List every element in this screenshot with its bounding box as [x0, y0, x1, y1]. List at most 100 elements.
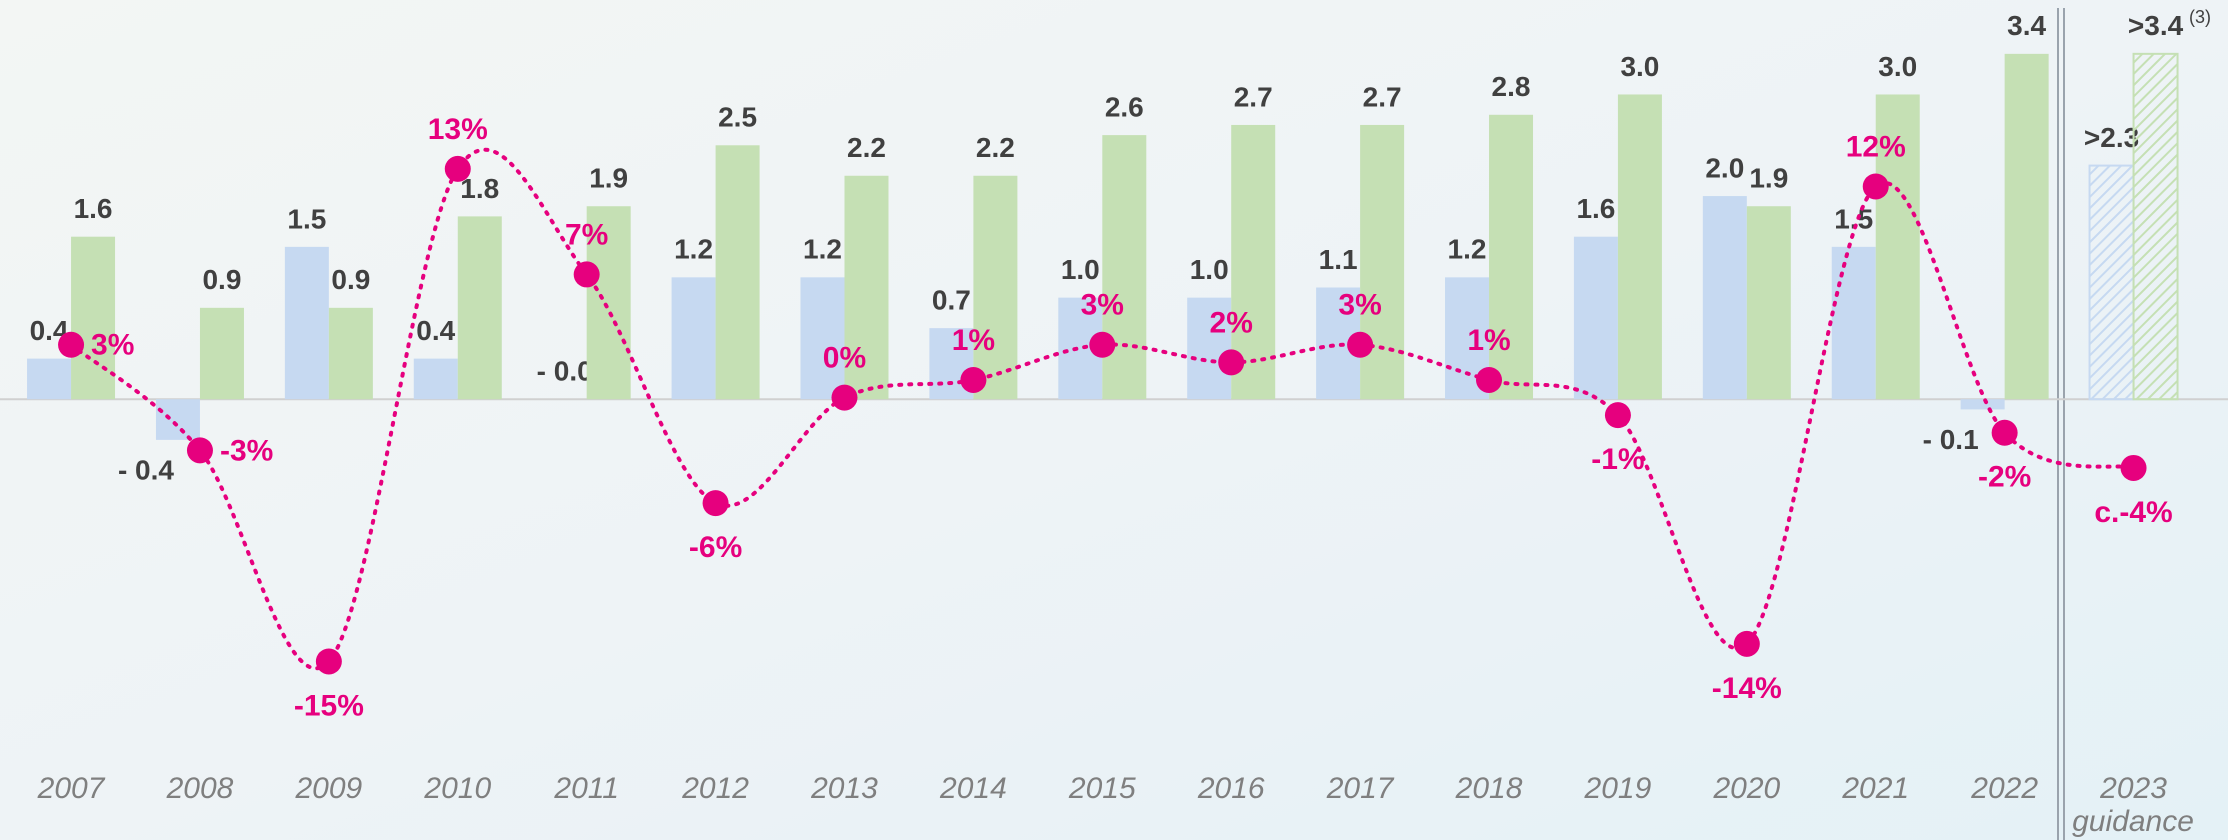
bar-value-label: 1.0	[1061, 254, 1100, 285]
bar	[413, 358, 458, 400]
line-point	[573, 261, 600, 288]
bar-value-label: 2.2	[976, 132, 1015, 163]
bar-value-label: 1.6	[74, 193, 113, 224]
x-tick-label: 2009	[294, 772, 362, 805]
x-tick-label: 2015	[1068, 772, 1136, 805]
x-tick-label: 2014	[939, 772, 1007, 805]
bar-value-label: 1.0	[1190, 254, 1229, 285]
line-point	[1218, 349, 1245, 376]
line-point	[702, 490, 729, 517]
bar-value-label: 3.0	[1878, 51, 1917, 82]
line-point	[1991, 419, 2018, 446]
line-value-label: 12%	[1846, 130, 1906, 163]
bar-value-label: 1.5	[287, 203, 326, 234]
line-value-label: -3%	[220, 434, 273, 467]
bar	[457, 216, 502, 400]
bar	[1360, 124, 1405, 400]
bar	[671, 277, 716, 400]
bar	[1617, 94, 1662, 400]
bar-value-label: 2.8	[1492, 71, 1531, 102]
bar-value-label: 0.9	[331, 264, 370, 295]
bar-value-label: 2.6	[1105, 92, 1144, 123]
bar-value-label: >3.4	[2128, 10, 2184, 41]
bar	[1960, 399, 2005, 410]
line-point	[315, 648, 342, 675]
bar	[1102, 135, 1147, 400]
line-point	[1862, 173, 1889, 200]
x-tick-label: 2008	[166, 772, 234, 805]
bar-value-label: 1.9	[1749, 163, 1788, 194]
bar	[2004, 53, 2049, 400]
guidance-label: guidance	[2072, 805, 2194, 838]
bar	[1831, 246, 1876, 400]
bar	[1875, 94, 1920, 400]
line-point	[186, 437, 213, 464]
bar	[715, 145, 760, 400]
bar	[328, 307, 373, 400]
line	[69, 147, 2136, 671]
bar-value-label: - 0.1	[1923, 424, 1979, 455]
bar	[1702, 196, 1747, 400]
line-value-label: 13%	[428, 113, 488, 146]
x-tick-label: 2012	[681, 772, 749, 805]
x-tick-label: 2023	[2099, 772, 2167, 805]
bar	[1573, 236, 1618, 400]
bar-value-label: 2.7	[1234, 81, 1273, 112]
x-tick-label: 2013	[810, 772, 878, 805]
bar	[586, 206, 631, 400]
line-point	[831, 384, 858, 411]
line-point	[2120, 454, 2147, 481]
x-tick-label: 2019	[1584, 772, 1652, 805]
line-value-label: -6%	[689, 531, 742, 564]
bar	[800, 277, 845, 400]
line-point	[1089, 331, 1116, 358]
line-value-label: c.-4%	[2094, 496, 2172, 529]
bar	[2088, 164, 2135, 401]
line-value-label: 0%	[823, 341, 866, 374]
bar	[2132, 52, 2179, 401]
bar-value-label: 2.0	[1705, 152, 1744, 183]
line-value-label: 1%	[1467, 324, 1510, 357]
line-point	[1347, 331, 1374, 358]
line-value-label: -14%	[1712, 672, 1782, 705]
bar	[844, 175, 889, 400]
bar-value-label: - 0.0	[537, 356, 593, 387]
line-value-label: 2%	[1210, 306, 1253, 339]
bar	[71, 236, 116, 400]
bar-value-label: 3.4	[2007, 10, 2046, 41]
bar-value-label: 2.7	[1363, 81, 1402, 112]
bar-value-label: 1.2	[1448, 234, 1487, 265]
x-tick-label: 2022	[1970, 772, 2038, 805]
x-tick-label: 2016	[1197, 772, 1265, 805]
bar-value-label: 1.1	[1319, 244, 1358, 275]
line-value-label: 3%	[91, 329, 134, 362]
bar-value-label: - 0.4	[118, 454, 174, 485]
bar	[1746, 206, 1791, 400]
x-tick-label: 2020	[1712, 772, 1780, 805]
line-value-label: -15%	[294, 689, 364, 722]
footnote-marker: (3)	[2189, 7, 2211, 27]
bar-value-label: 0.4	[416, 315, 455, 346]
line-point	[1604, 402, 1631, 429]
bar-value-label: >2.3	[2084, 122, 2139, 153]
line-value-label: 7%	[565, 218, 608, 251]
x-tick-label: 2021	[1841, 772, 1909, 805]
bar	[1187, 297, 1232, 400]
bar-value-label: 1.6	[1576, 193, 1615, 224]
x-tick-label: 2011	[553, 772, 619, 805]
bar	[155, 399, 200, 440]
bar-value-label: 0.9	[202, 264, 241, 295]
line-value-label: -2%	[1978, 461, 2031, 494]
line-value-label: 3%	[1081, 289, 1124, 322]
x-tick-label: 2010	[423, 772, 491, 805]
bar-value-label: 1.9	[589, 163, 628, 194]
bar-value-label: 1.2	[674, 234, 713, 265]
x-tick-label: 2017	[1326, 772, 1395, 805]
line-point	[1733, 630, 1760, 657]
line-value-label: -1%	[1591, 443, 1644, 476]
bar-value-label: 1.2	[803, 234, 842, 265]
line-point	[960, 366, 987, 393]
line-point	[444, 155, 471, 182]
line-value-label: 1%	[952, 324, 995, 357]
